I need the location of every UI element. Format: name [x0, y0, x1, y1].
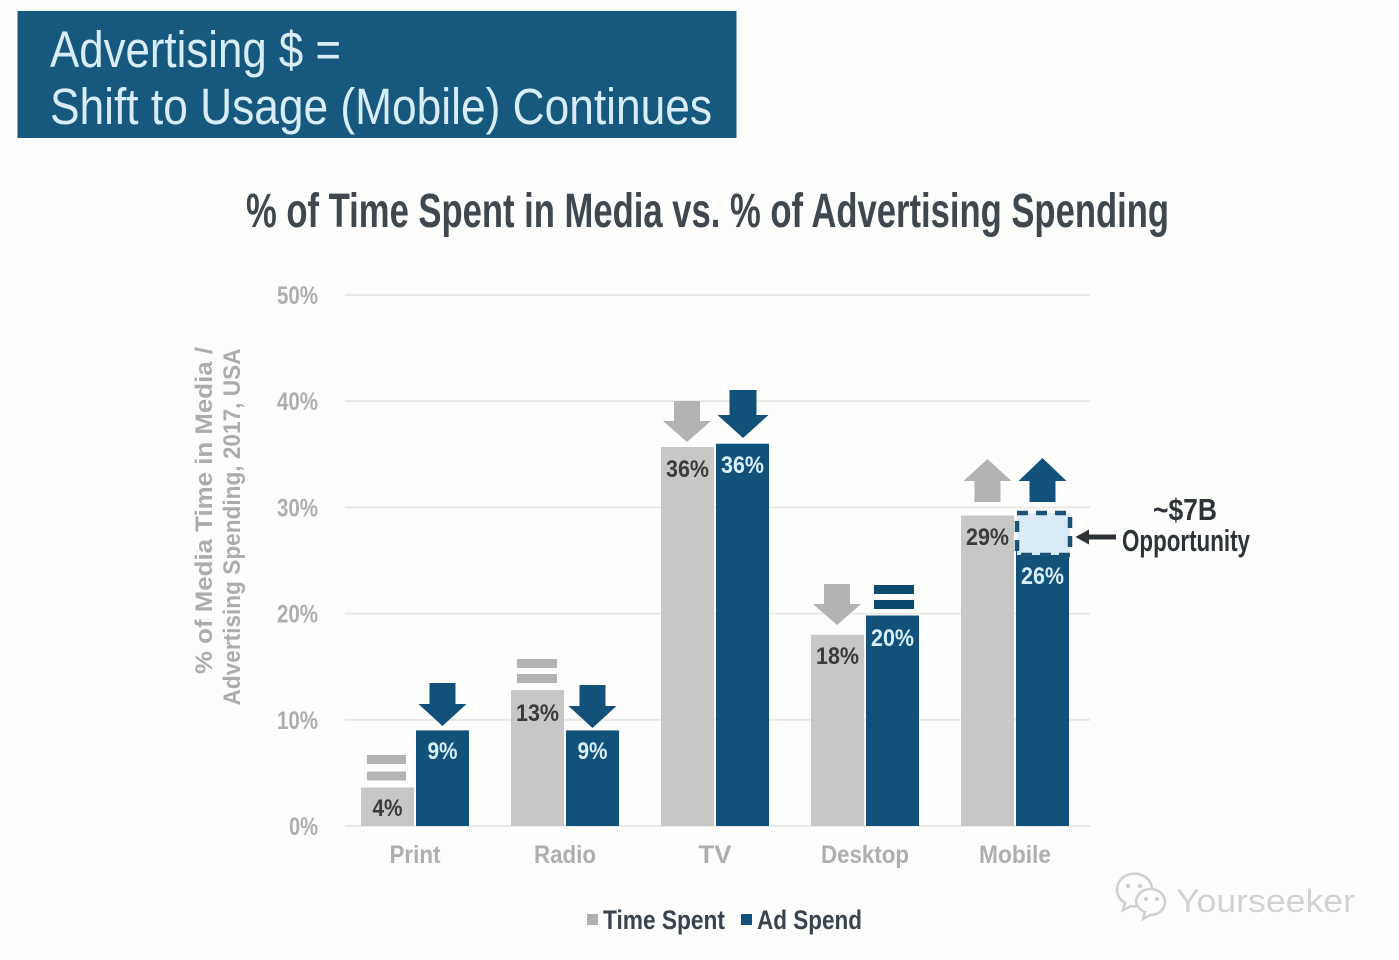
svg-text:Advertising $ =: Advertising $ = [50, 21, 341, 78]
svg-text:~$7B: ~$7B [1153, 492, 1217, 527]
svg-text:4%: 4% [373, 795, 403, 822]
svg-text:Opportunity: Opportunity [1122, 523, 1251, 558]
svg-text:Advertising Spending, 2017, US: Advertising Spending, 2017, USA [219, 349, 246, 706]
svg-text:TV: TV [699, 841, 732, 869]
svg-text:Time Spent: Time Spent [603, 905, 725, 935]
svg-text:Radio: Radio [534, 841, 596, 869]
svg-text:13%: 13% [516, 700, 559, 727]
svg-text:% of Time Spent in Media vs. %: % of Time Spent in Media vs. % of Advert… [246, 185, 1169, 238]
svg-text:9%: 9% [578, 738, 608, 765]
svg-text:Desktop: Desktop [821, 841, 909, 869]
svg-text:20%: 20% [277, 601, 318, 629]
svg-text:Yourseeker: Yourseeker [1177, 885, 1356, 921]
svg-text:50%: 50% [277, 282, 318, 310]
svg-text:Shift to Usage (Mobile) Contin: Shift to Usage (Mobile) Continues [50, 78, 712, 135]
svg-text:36%: 36% [666, 456, 709, 483]
svg-text:26%: 26% [1021, 563, 1064, 590]
svg-text:Mobile: Mobile [979, 841, 1051, 869]
svg-text:0%: 0% [289, 813, 318, 841]
svg-text:Ad Spend: Ad Spend [757, 905, 862, 935]
svg-text:29%: 29% [966, 524, 1009, 551]
svg-text:18%: 18% [816, 643, 859, 670]
svg-text:Yourseeker: Yourseeker [1176, 883, 1355, 919]
svg-text:40%: 40% [277, 388, 318, 416]
svg-text:10%: 10% [277, 707, 318, 735]
svg-text:36%: 36% [721, 452, 764, 479]
svg-text:30%: 30% [277, 494, 318, 522]
svg-text:9%: 9% [428, 738, 458, 765]
svg-text:Print: Print [390, 841, 442, 869]
svg-text:% of Media Time in Media /: % of Media Time in Media / [191, 347, 218, 674]
svg-text:20%: 20% [871, 625, 914, 652]
